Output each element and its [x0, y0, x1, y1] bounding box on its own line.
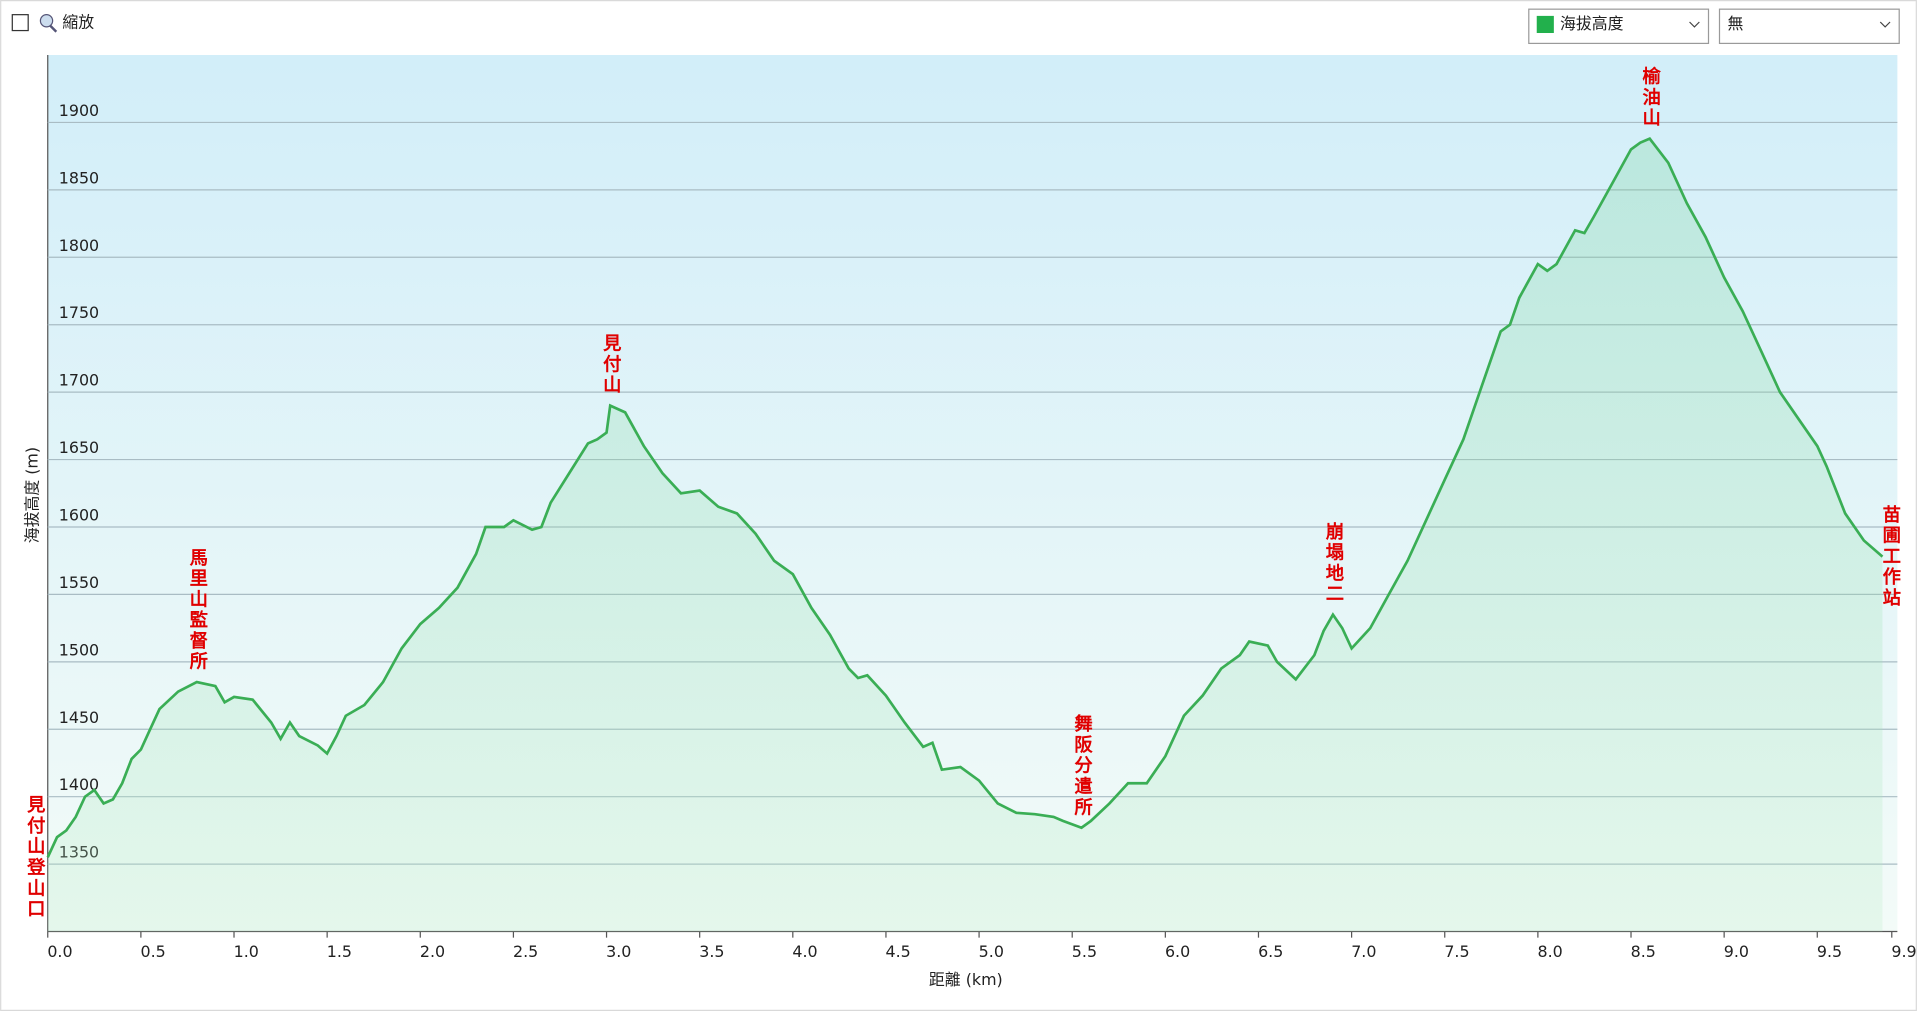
- y-tick-label: 1850: [59, 168, 99, 187]
- series-dropdown[interactable]: [1528, 8, 1710, 45]
- x-tick-label: 1.0: [234, 942, 259, 961]
- y-tick-label: 1450: [59, 708, 99, 727]
- x-tick-label: 5.0: [979, 942, 1004, 961]
- elevation-line: [46, 136, 1884, 858]
- x-tick-label: 3.5: [699, 942, 724, 961]
- annotation: 馬里山監督所: [187, 548, 208, 673]
- x-tick-label: 2.5: [513, 942, 538, 961]
- x-tick-label: 6.5: [1258, 942, 1283, 961]
- x-tick-label: 8.0: [1537, 942, 1562, 961]
- y-tick-label: 1550: [59, 573, 99, 592]
- y-tick-label: 1400: [59, 775, 99, 794]
- y-tick-label: 1750: [59, 303, 99, 322]
- annotation: 榆油山: [1640, 66, 1661, 129]
- annotation: 舞阪分遣所: [1072, 713, 1094, 818]
- x-tick-label: 4.0: [792, 942, 817, 961]
- area-fill: [47, 138, 1883, 932]
- annotation: 見付山: [600, 334, 622, 396]
- y-tick-label: 1800: [59, 236, 99, 255]
- x-tick-label: 8.5: [1631, 942, 1656, 961]
- x-tick-label: 9.5: [1817, 942, 1842, 961]
- y-tick-label: 1900: [59, 101, 99, 120]
- second-select: 無: [1727, 14, 1743, 33]
- magnifier-icon: [39, 14, 58, 33]
- y-tick-label: 1600: [59, 505, 99, 524]
- zoom-checkbox[interactable]: [11, 14, 29, 32]
- x-tick-label: 0.0: [47, 942, 72, 961]
- x-tick-label: 2.0: [420, 942, 445, 961]
- x-tick-label: 9.9: [1891, 942, 1916, 961]
- y-axis-title: 海拔高度 (m): [23, 447, 42, 543]
- x-tick-label: 5.5: [1072, 942, 1097, 961]
- x-tick-label: 6.0: [1165, 942, 1190, 961]
- x-tick-label: 3.0: [606, 942, 631, 961]
- x-tick-label: 0.5: [140, 942, 165, 961]
- annotation: 苗圃工作站: [1880, 505, 1901, 609]
- zoom-label: 縮放: [62, 13, 94, 32]
- dropdown-arrow: [1879, 21, 1891, 28]
- series-select: 海拔高度: [1560, 14, 1624, 33]
- y-tick-label: 1500: [59, 640, 99, 659]
- x-tick-label: 4.5: [886, 942, 911, 961]
- y-tick-label: 1700: [59, 371, 99, 390]
- annotation: 崩塌地二: [1323, 521, 1344, 605]
- second-dropdown[interactable]: [1718, 8, 1900, 45]
- x-axis-title: 距離 (km): [929, 970, 1003, 989]
- x-tick-label: 9.0: [1724, 942, 1749, 961]
- y-tick-label: 1650: [59, 438, 99, 457]
- x-tick-label: 7.5: [1444, 942, 1469, 961]
- x-tick-label: 1.5: [327, 942, 352, 961]
- dropdown-arrow: [1689, 21, 1700, 28]
- series-swatch: [1536, 15, 1554, 34]
- annotation: 見付山登山口: [24, 795, 46, 920]
- x-tick-label: 7.0: [1351, 942, 1376, 961]
